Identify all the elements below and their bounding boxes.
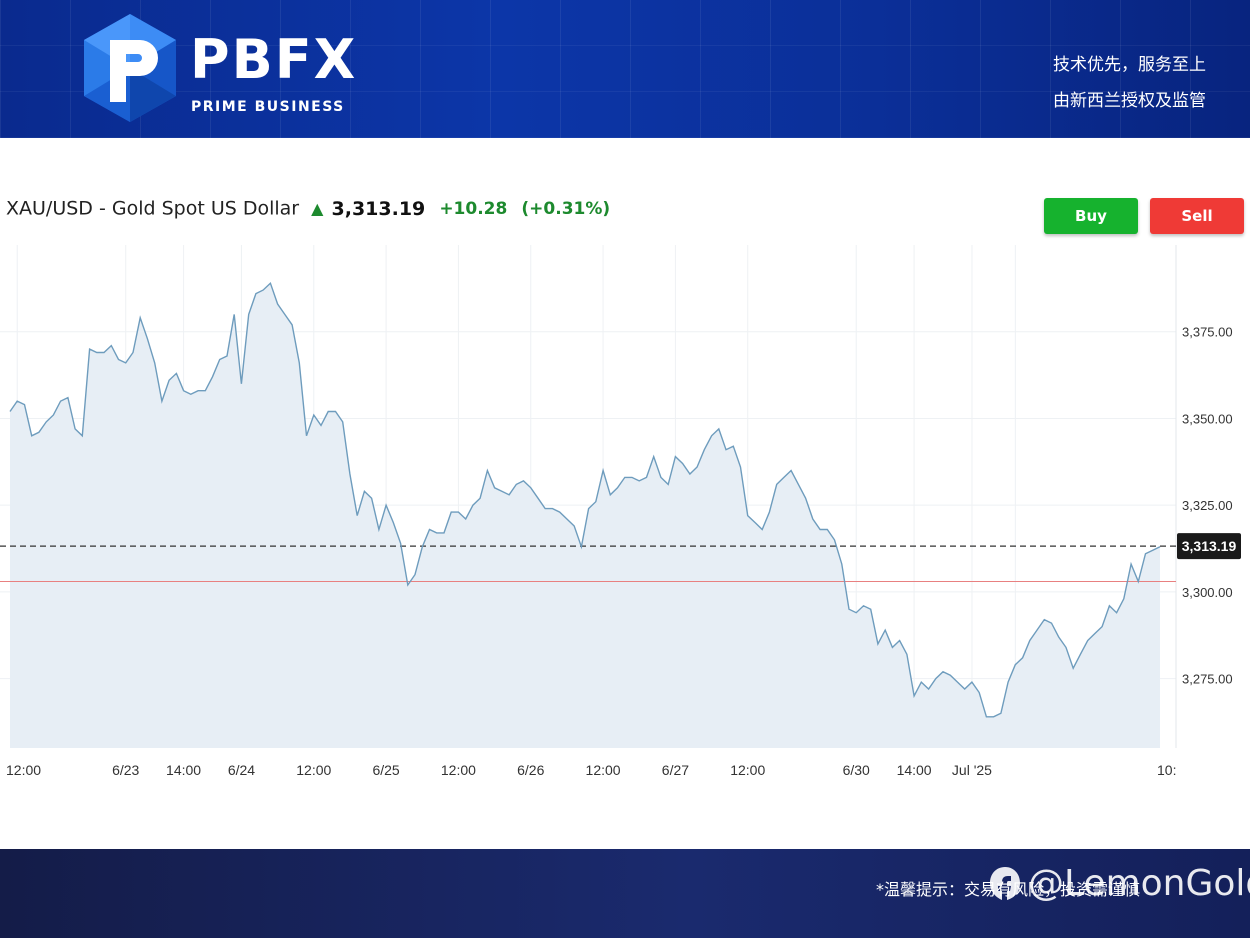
- current-price: 3,313.19: [331, 197, 426, 220]
- header-banner: PBFX PRIME BUSINESS 技术优先，服务至上 由新西兰授权及监管: [0, 0, 1250, 138]
- watermark-logo-icon: [990, 866, 1020, 900]
- x-tick-label: 12:00: [586, 762, 621, 778]
- sell-button[interactable]: Sell: [1150, 198, 1244, 234]
- buy-button[interactable]: Buy: [1044, 198, 1138, 234]
- y-axis: 3,275.00 3,300.00 3,325.00 3,350.00 3,375.00: [1182, 325, 1233, 687]
- x-tick-label: 12:00: [296, 762, 331, 778]
- logo-subtitle: PRIME BUSINESS: [191, 99, 345, 115]
- x-tick-label: 12:00: [730, 762, 765, 778]
- x-tick-label: 6/23: [112, 762, 139, 778]
- up-arrow-icon: ▲: [311, 199, 324, 218]
- price-change-percent: (+0.31%): [521, 198, 611, 219]
- x-tick-label: 6/26: [517, 762, 544, 778]
- current-price-tag: 3,313.19: [1177, 533, 1241, 560]
- logo-wordmark: PBFX: [190, 28, 358, 91]
- price-change: +10.28: [439, 198, 508, 219]
- price-area-fill: [10, 283, 1160, 748]
- y-tick-label: 3,375.00: [1182, 325, 1233, 340]
- x-axis: 12:00 6/23 14:00 6/24 12:00 6/25 12:00 6/26 12:0…: [6, 762, 1176, 778]
- y-tick-label: 3,300.00: [1182, 585, 1233, 600]
- x-tick-label: 6/30: [843, 762, 870, 778]
- price-tag-background: [1177, 533, 1241, 560]
- tagline-regulation: 由新西兰授权及监管: [1053, 91, 1206, 111]
- instrument-header: XAU/USD - Gold Spot US Dollar ▲ 3,313.19…: [6, 197, 610, 223]
- y-tick-label: 3,350.00: [1182, 411, 1233, 426]
- x-tick-label: Jul '25: [952, 762, 992, 778]
- risk-warning: *温馨提示：交易有风险，投资需谨慎: [876, 880, 1141, 899]
- x-tick-label: 12:00: [441, 762, 476, 778]
- watermark: @LemonGold: [988, 863, 1250, 904]
- price-chart[interactable]: 3,275.00 3,300.00 3,325.00 3,350.00 3,375.00…: [0, 245, 1250, 790]
- price-tag-label: 3,313.19: [1182, 538, 1237, 554]
- y-tick-label: 3,275.00: [1182, 672, 1233, 687]
- x-tick-label: 6/24: [228, 762, 255, 778]
- pbfx-logo-icon: [84, 14, 176, 122]
- x-tick-label: 14:00: [166, 762, 201, 778]
- price-line: [9, 281, 1161, 718]
- x-tick-label: 10:: [1157, 762, 1176, 778]
- header-background-pattern: [0, 0, 1250, 138]
- y-tick-label: 3,325.00: [1182, 498, 1233, 513]
- x-tick-label: 14:00: [897, 762, 932, 778]
- x-tick-label: 6/27: [662, 762, 689, 778]
- instrument-title: XAU/USD - Gold Spot US Dollar: [6, 197, 300, 220]
- footer-banner: *温馨提示：交易有风险，投资需谨慎 @LemonGold: [0, 849, 1250, 938]
- tagline-service: 技术优先，服务至上: [1053, 55, 1206, 75]
- x-tick-label: 6/25: [372, 762, 399, 778]
- x-tick-label: 12:00: [6, 762, 41, 778]
- watermark-text: @LemonGold: [1028, 863, 1250, 904]
